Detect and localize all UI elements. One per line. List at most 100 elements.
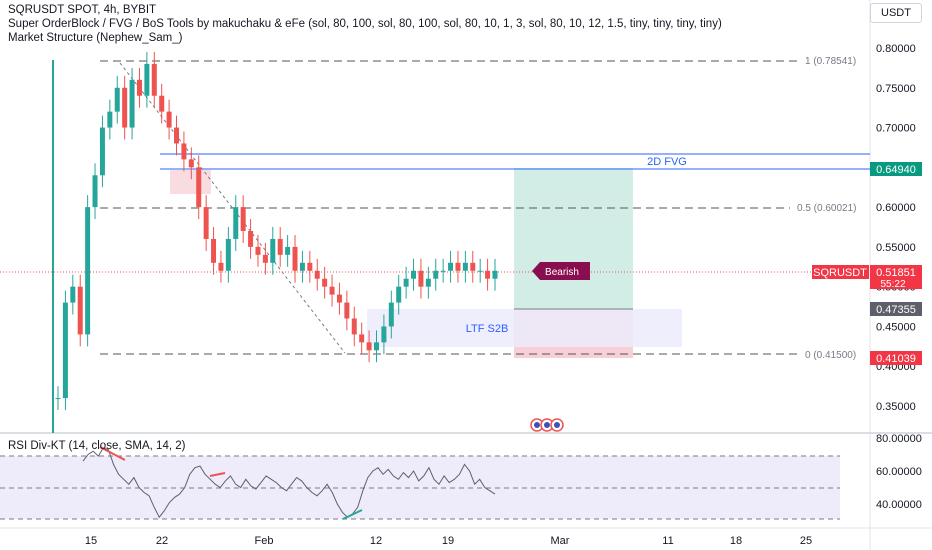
candle[interactable] — [166, 99, 172, 140]
candle[interactable] — [225, 227, 231, 283]
price-tick-0: 0.80000 — [876, 43, 916, 55]
candle[interactable] — [151, 51, 157, 108]
symbol-title[interactable]: SQRUSDT SPOT, 4h, BYBIT — [8, 4, 157, 16]
time-tick-7: 18 — [730, 535, 742, 547]
candle[interactable] — [314, 258, 320, 291]
candle[interactable] — [277, 227, 283, 267]
candle[interactable] — [136, 67, 142, 108]
ltf-label: LTF S2B — [466, 323, 509, 335]
price-tick-2: 0.70000 — [876, 123, 916, 135]
candle[interactable] — [359, 322, 365, 355]
entry-price-text: 0.47355 — [876, 304, 916, 316]
long-profit-zone[interactable] — [514, 168, 633, 309]
candle[interactable] — [344, 290, 350, 331]
candle[interactable] — [240, 195, 246, 243]
candle[interactable] — [233, 195, 239, 251]
entry-price-tag — [870, 302, 922, 316]
candle[interactable] — [114, 75, 120, 124]
candle[interactable] — [440, 258, 446, 283]
candle[interactable] — [218, 250, 224, 283]
fib-level-1-label: 1 (0.78541) — [805, 56, 856, 67]
candle[interactable] — [129, 67, 135, 140]
rsi-bear-divergence[interactable] — [99, 446, 126, 461]
candle[interactable] — [122, 75, 128, 140]
candle[interactable] — [381, 314, 387, 355]
candle[interactable] — [470, 250, 476, 283]
candle[interactable] — [255, 234, 261, 267]
rsi-bear-divergence-2[interactable] — [209, 472, 226, 477]
candle[interactable] — [262, 242, 268, 275]
candle[interactable] — [144, 51, 150, 108]
candle[interactable] — [62, 290, 68, 410]
rsi-axis[interactable]: 80.00000 60.00000 40.00000 — [876, 433, 922, 511]
time-axis[interactable]: 15 22 Feb 12 19 Mar 11 18 25 — [85, 535, 812, 547]
candle[interactable] — [373, 330, 379, 363]
candle[interactable] — [285, 234, 291, 267]
candle[interactable] — [411, 258, 417, 291]
rsi-bull-divergence[interactable] — [342, 509, 363, 520]
candle[interactable] — [92, 163, 98, 220]
candle[interactable] — [388, 290, 394, 339]
candle[interactable] — [77, 274, 83, 347]
countdown-text: 55:22 — [880, 279, 905, 290]
bearish-badge[interactable]: Bearish — [532, 262, 590, 280]
currency-button[interactable]: USDT — [870, 3, 922, 23]
candle[interactable] — [211, 227, 217, 275]
candle[interactable] — [403, 266, 409, 299]
candle[interactable] — [425, 266, 431, 299]
time-tick-0: 15 — [85, 535, 97, 547]
time-tick-2: Feb — [255, 535, 274, 547]
candle[interactable] — [196, 155, 202, 220]
rsi-line[interactable] — [82, 447, 496, 519]
ltf-s2b-zone[interactable] — [367, 309, 682, 347]
candles[interactable] — [55, 51, 498, 410]
price-tick-5: 0.55000 — [876, 242, 916, 254]
last-price-tag — [870, 265, 922, 289]
candle[interactable] — [455, 250, 461, 283]
candle[interactable] — [492, 258, 498, 291]
indicator-title-1[interactable]: Super OrderBlock / FVG / BoS Tools by ma… — [8, 18, 722, 30]
rsi-tick-2: 40.00000 — [876, 499, 922, 511]
candle[interactable] — [70, 274, 76, 315]
time-tick-6: 11 — [662, 535, 673, 547]
candle[interactable] — [448, 250, 454, 283]
candle[interactable] — [159, 83, 165, 124]
candle[interactable] — [418, 258, 424, 299]
candle[interactable] — [366, 330, 372, 363]
candle[interactable] — [351, 306, 357, 347]
candle[interactable] — [107, 99, 113, 140]
time-tick-5: Mar — [551, 535, 570, 547]
candle[interactable] — [329, 274, 335, 307]
candle[interactable] — [85, 195, 91, 347]
candle[interactable] — [299, 250, 305, 283]
candle[interactable] — [396, 274, 402, 315]
candle[interactable] — [322, 266, 328, 299]
candle[interactable] — [485, 258, 491, 291]
candle[interactable] — [203, 195, 209, 251]
candle[interactable] — [181, 131, 187, 172]
candle[interactable] — [477, 258, 483, 283]
candle[interactable] — [174, 115, 180, 156]
price-tick-7: 0.45000 — [876, 321, 916, 333]
symbol-tag — [812, 265, 869, 279]
fvg-price-tag-text: 0.64940 — [876, 164, 916, 176]
rsi-tick-0: 80.00000 — [876, 433, 922, 445]
price-tick-9: 0.35000 — [876, 401, 916, 413]
candle[interactable] — [336, 282, 342, 315]
economic-event-icons[interactable] — [530, 418, 564, 432]
candle[interactable] — [433, 258, 439, 291]
indicator-title-2[interactable]: Market Structure (Nephew_Sam_) — [8, 32, 183, 44]
fib-trendline[interactable] — [119, 62, 346, 354]
candle[interactable] — [248, 219, 254, 259]
candle[interactable] — [188, 147, 194, 180]
rsi-title[interactable]: RSI Div-KT (14, close, SMA, 14, 2) — [8, 440, 186, 452]
candle[interactable] — [307, 250, 313, 283]
candle[interactable] — [462, 250, 468, 283]
candle[interactable] — [99, 115, 105, 188]
candle[interactable] — [55, 386, 61, 410]
candle[interactable] — [292, 234, 298, 283]
price-tick-1: 0.75000 — [876, 83, 916, 95]
candle[interactable] — [270, 227, 276, 275]
